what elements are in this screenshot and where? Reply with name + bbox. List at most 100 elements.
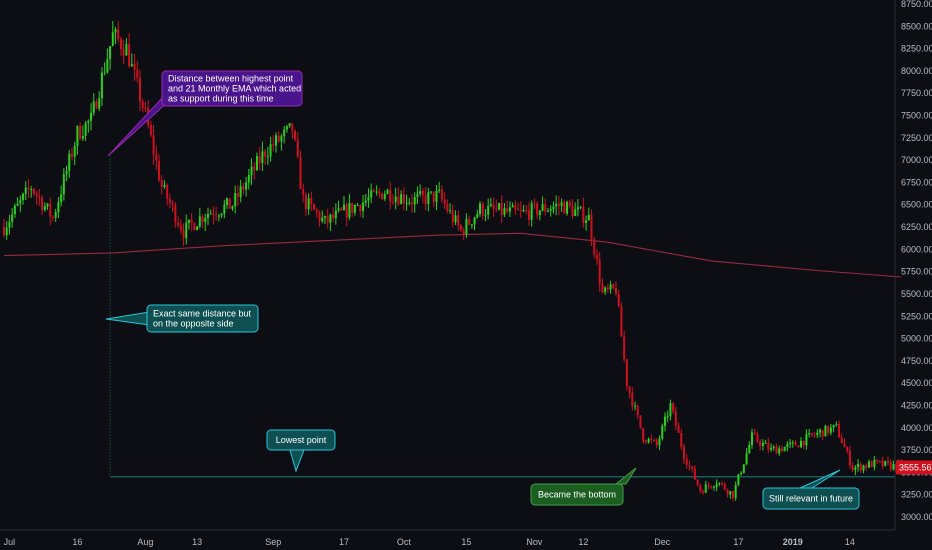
y-tick-label: 6000.00: [901, 244, 932, 254]
candle: [867, 459, 870, 469]
candle: [266, 146, 269, 165]
candle: [819, 428, 821, 438]
candle: [111, 21, 114, 47]
candle: [193, 221, 196, 231]
candle: [571, 198, 574, 219]
candle: [79, 121, 82, 141]
candle: [307, 193, 310, 215]
candle: [525, 204, 528, 215]
candle: [884, 460, 887, 467]
x-tick-label: 2019: [783, 537, 803, 547]
candle: [672, 402, 675, 414]
candle: [149, 120, 152, 138]
callout-lowest-point[interactable]: Lowest point: [266, 429, 336, 473]
candle: [359, 204, 362, 217]
candle: [848, 445, 851, 469]
candle: [857, 458, 860, 472]
candle: [13, 203, 16, 218]
candle: [35, 190, 38, 205]
candle: [846, 445, 849, 454]
callout-became-bottom[interactable]: Became the bottom: [530, 467, 637, 506]
candle: [816, 428, 819, 439]
candle: [876, 459, 879, 464]
candle: [476, 209, 479, 219]
candle: [840, 433, 843, 444]
callout-still-relevant[interactable]: Still relevant in future: [762, 469, 860, 510]
candle: [30, 185, 33, 198]
y-tick-label: 6500.00: [901, 200, 932, 210]
x-tick-label: Nov: [526, 537, 543, 547]
x-axis[interactable]: Jul 16 Aug 13 Sep 17 Oct 15 Nov 12 Dec 17 2019 14: [4, 537, 855, 547]
candle: [367, 188, 370, 208]
candle: [204, 213, 207, 232]
candle: [375, 185, 378, 196]
candle: [479, 201, 481, 217]
candle: [144, 101, 147, 112]
candle: [454, 210, 457, 226]
candle: [313, 203, 316, 211]
candle: [598, 251, 601, 292]
candle: [196, 225, 199, 231]
candle: [185, 214, 188, 245]
candle: [337, 200, 340, 213]
candle: [277, 131, 280, 144]
candle: [462, 227, 465, 241]
candle: [378, 187, 381, 199]
y-tick-label: 5000.00: [901, 334, 932, 344]
candle: [756, 431, 759, 444]
candle: [503, 203, 506, 217]
candle: [495, 199, 498, 213]
candle: [764, 439, 767, 444]
x-tick-label: 17: [733, 537, 743, 547]
candle: [620, 302, 623, 337]
candle: [198, 207, 201, 229]
ema-line: [3, 232, 902, 278]
candle: [517, 202, 520, 211]
candle: [394, 187, 397, 210]
candle: [625, 358, 628, 391]
candle: [22, 192, 25, 205]
candle: [783, 446, 786, 452]
candle: [372, 188, 375, 193]
candle: [511, 202, 514, 208]
candle: [220, 213, 223, 219]
candle: [174, 202, 177, 228]
candle: [680, 428, 683, 450]
candle: [285, 125, 288, 133]
candle: [3, 218, 5, 238]
callout-box: [161, 70, 303, 107]
y-tick-label: 8750.00: [901, 0, 932, 9]
candle: [780, 445, 783, 453]
candle: [547, 208, 549, 213]
candle: [430, 191, 433, 195]
candle: [5, 221, 8, 240]
candle: [109, 46, 112, 70]
candle: [84, 121, 87, 141]
candle: [71, 147, 73, 161]
y-axis[interactable]: 8750.00 8500.00 8250.00 8000.00 7750.00 7500.…: [901, 0, 932, 522]
candle: [255, 152, 258, 171]
candle: [843, 438, 846, 448]
candle: [560, 198, 563, 212]
candle: [383, 190, 386, 202]
candle: [854, 465, 857, 476]
candle: [296, 132, 299, 159]
candle: [522, 204, 525, 213]
x-tick-label: Sep: [265, 537, 281, 547]
candle: [283, 126, 286, 144]
candle: [459, 223, 462, 233]
candle: [424, 186, 427, 210]
candle: [538, 210, 541, 221]
candle: [468, 215, 471, 226]
candle: [655, 438, 658, 449]
candle: [789, 439, 792, 449]
candle: [100, 67, 103, 107]
candle: [465, 213, 468, 238]
candle: [421, 187, 424, 204]
guide-layer: [109, 155, 895, 478]
candle: [38, 188, 41, 206]
